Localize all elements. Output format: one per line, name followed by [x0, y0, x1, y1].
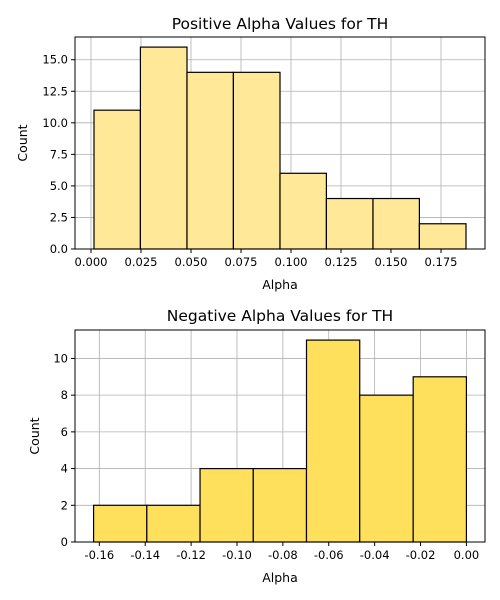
y-axis-label: Count — [27, 417, 42, 454]
x-tick-label: -0.06 — [314, 548, 344, 562]
y-axis-label: Count — [15, 124, 30, 161]
y-axis-ticks: 0 2 4 6 8 10 — [53, 351, 75, 549]
y-axis-ticks: 0.0 2.5 5.0 7.5 10.0 12.5 15.0 — [42, 53, 75, 256]
histogram-bar — [412, 376, 468, 543]
histogram-bar — [93, 109, 142, 250]
histogram-bar — [372, 197, 421, 250]
histogram-bar — [359, 394, 414, 543]
x-axis-label: Alpha — [262, 277, 298, 292]
x-axis-ticks: 0.000 0.025 0.050 0.075 0.100 0.125 0.150 0.175 — [75, 249, 458, 269]
y-tick-label: 12.5 — [42, 84, 68, 98]
axes-frame — [74, 329, 486, 543]
y-tick-label: 4 — [61, 462, 68, 476]
histogram-bar — [92, 504, 148, 543]
x-tick-label: 0.025 — [125, 255, 158, 269]
histogram-bar — [232, 71, 281, 250]
x-tick-label: -0.16 — [84, 548, 114, 562]
x-tick-label: -0.02 — [406, 548, 436, 562]
y-tick-label: 10.0 — [42, 116, 68, 130]
histogram-bar — [139, 46, 188, 250]
histogram-bar — [146, 504, 201, 543]
histogram-bar — [325, 197, 374, 250]
y-tick-label: 10 — [53, 351, 68, 365]
x-tick-label: 0.075 — [225, 255, 258, 269]
axes-frame — [74, 36, 486, 250]
x-axis-ticks: -0.16 -0.14 -0.12 -0.10 -0.08 -0.06 -0.04 -0.02… — [84, 542, 479, 562]
y-tick-label: 0.0 — [50, 242, 68, 256]
histogram-bar — [305, 339, 361, 543]
y-tick-label: 7.5 — [50, 147, 68, 161]
y-tick-label: 6 — [61, 425, 68, 439]
histogram-bars — [92, 339, 468, 543]
x-tick-label: 0.00 — [454, 548, 480, 562]
chart-panel-2: -0.16 -0.14 -0.12 -0.10 -0.08 -0.06 -0.04 -0.02… — [27, 307, 486, 585]
x-tick-label: 0.100 — [275, 255, 308, 269]
histogram-bar — [186, 71, 235, 250]
x-tick-label: 0.150 — [375, 255, 408, 269]
x-tick-label: -0.14 — [130, 548, 160, 562]
histogram-bar — [199, 467, 254, 543]
y-tick-label: 8 — [61, 388, 68, 402]
y-tick-label: 0 — [61, 535, 68, 549]
chart-title: Negative Alpha Values for TH — [167, 307, 393, 325]
chart-title: Positive Alpha Values for TH — [172, 15, 389, 33]
histogram-bar — [279, 172, 328, 250]
y-tick-label: 2.5 — [50, 210, 68, 224]
chart-panel-1: 0.000 0.025 0.050 0.075 0.100 0.125 0.150 0.175… — [15, 15, 486, 292]
x-tick-label: 0.050 — [175, 255, 208, 269]
x-tick-label: -0.12 — [176, 548, 206, 562]
x-tick-label: -0.08 — [268, 548, 298, 562]
y-tick-label: 15.0 — [42, 53, 68, 67]
x-tick-label: 0.125 — [325, 255, 358, 269]
y-tick-label: 2 — [61, 498, 68, 512]
x-tick-label: 0.175 — [425, 255, 458, 269]
x-tick-label: 0.000 — [75, 255, 108, 269]
histogram-bar — [418, 223, 467, 250]
histogram-bar — [252, 467, 308, 543]
x-tick-label: -0.10 — [222, 548, 252, 562]
x-tick-label: -0.04 — [360, 548, 390, 562]
histogram-bars — [93, 46, 467, 250]
y-tick-label: 5.0 — [50, 179, 68, 193]
x-axis-label: Alpha — [262, 570, 298, 585]
